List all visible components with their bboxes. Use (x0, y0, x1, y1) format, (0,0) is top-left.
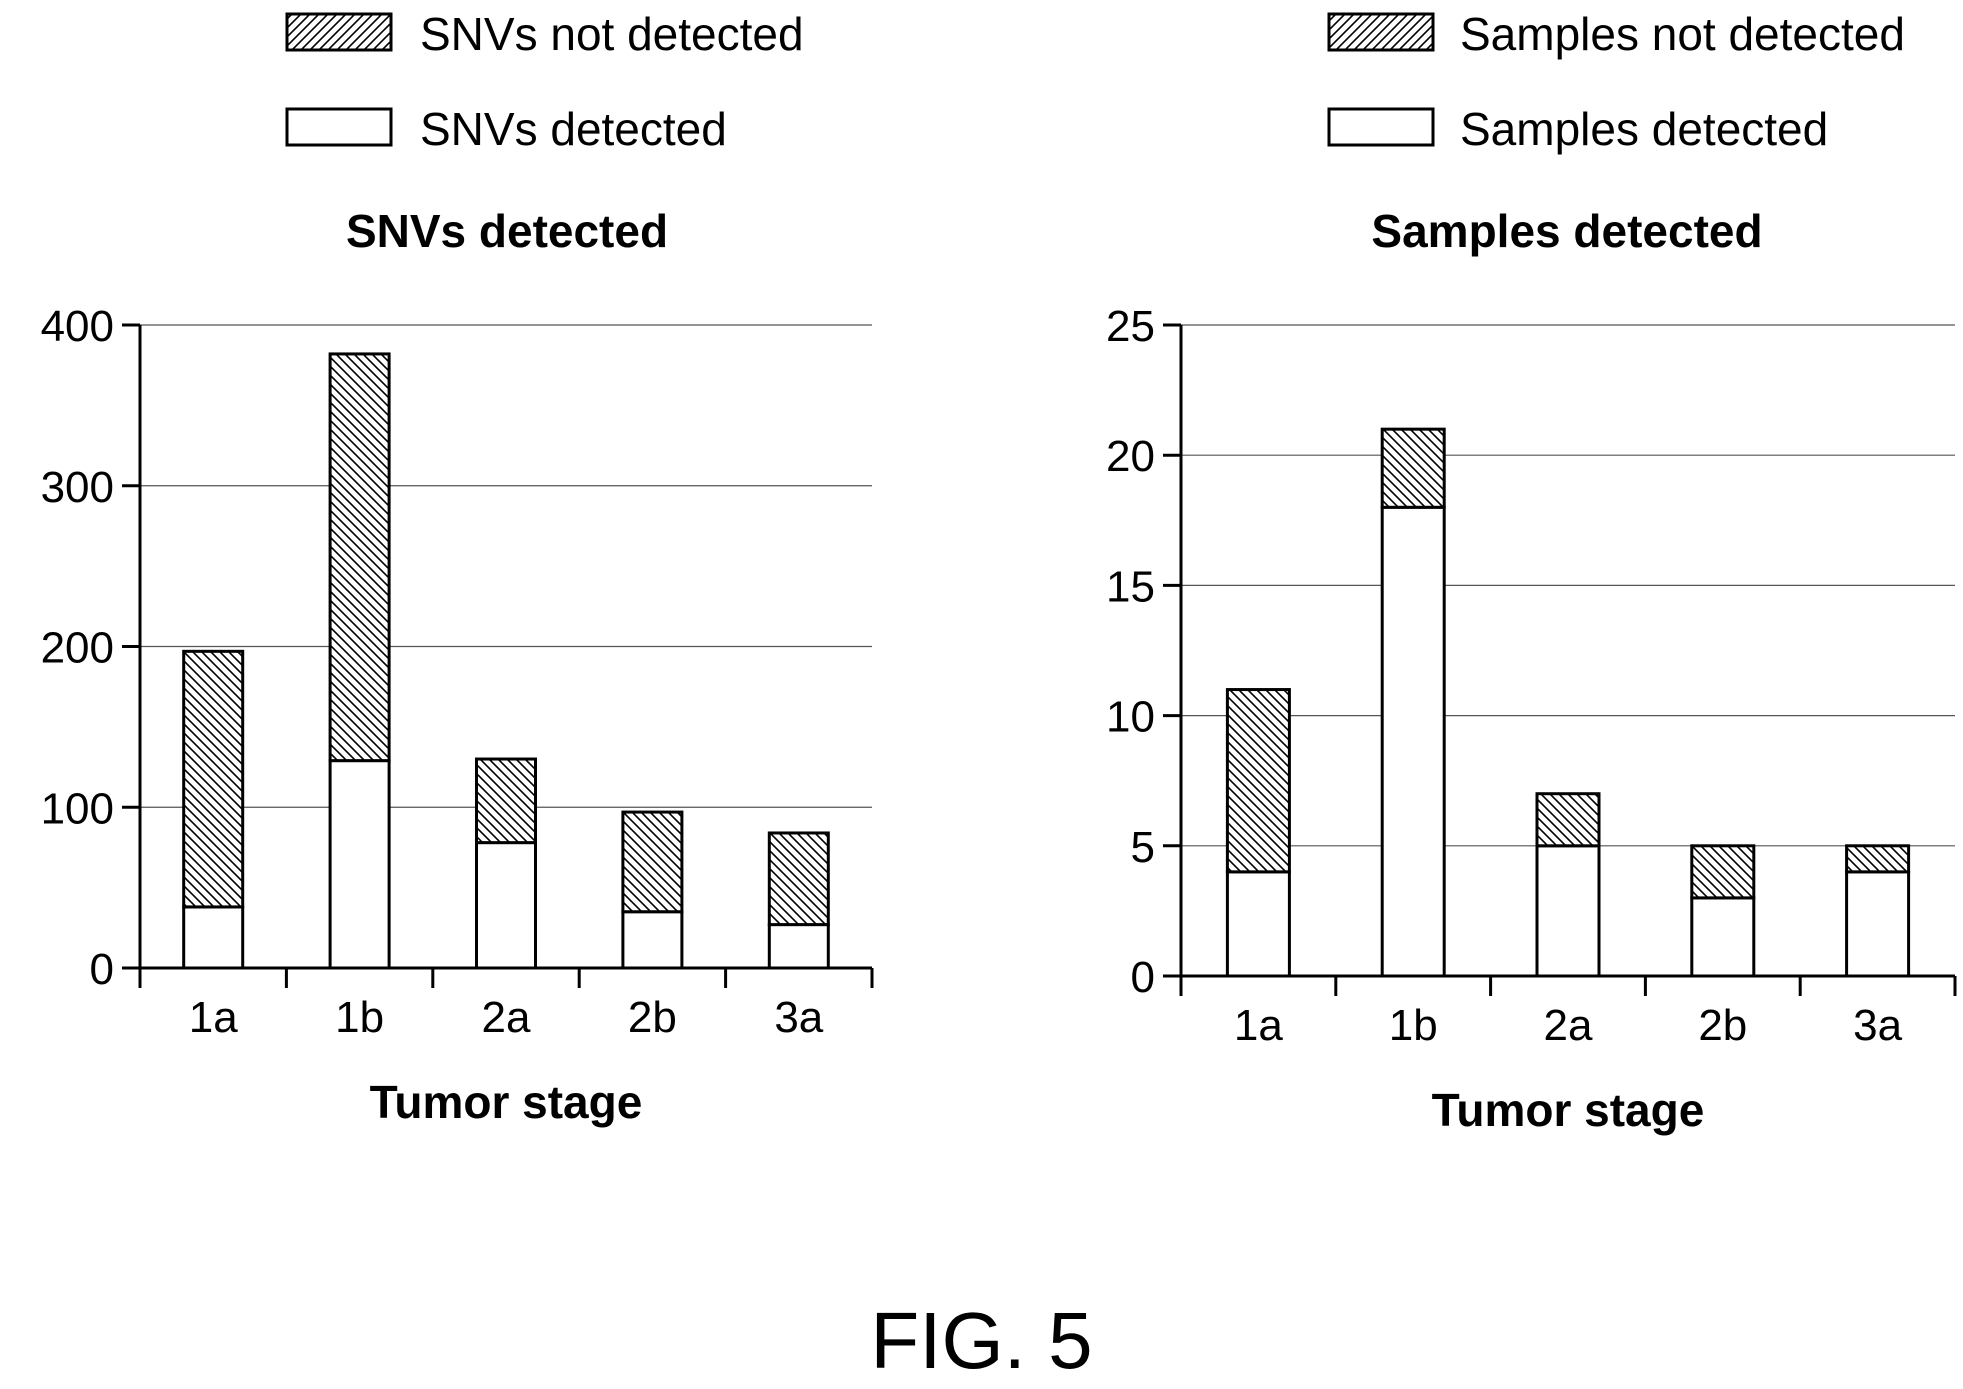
chart-title: Samples detected (1371, 205, 1762, 257)
legend-swatch (285, 12, 393, 52)
bar-not-detected-1a (1225, 688, 1291, 874)
y-tick-label: 200 (41, 624, 114, 673)
chart-samples: 0 5 10 15 20 25 1a 1b 2a 2b 3a Samples detected Tumo… (1106, 8, 1957, 1136)
chart-title: SNVs detected (346, 205, 668, 257)
legend-swatch (285, 107, 393, 147)
x-tick-label: 2b (1698, 1001, 1747, 1050)
y-tick-label: 20 (1106, 432, 1155, 481)
bar-detected-2a (475, 841, 537, 970)
bar-detected-3a (767, 923, 830, 970)
chart-snvs: 0 100 200 300 400 1a 1b 2a 2b 3a SNVs detected Tumo… (41, 8, 874, 1128)
bar-detected-1a (182, 905, 245, 970)
x-axis-label: Tumor stage (1432, 1084, 1705, 1136)
x-tick-label: 1a (189, 993, 238, 1042)
y-tick-label: 0 (1131, 953, 1155, 1002)
legend-swatch (1327, 107, 1435, 147)
y-tick-label: 0 (90, 945, 114, 994)
x-tick-label: 3a (774, 993, 823, 1042)
x-axis-label: Tumor stage (370, 1076, 643, 1128)
legend-label: SNVs not detected (420, 8, 804, 60)
bar-detected-2b (1690, 896, 1756, 978)
figure-caption: FIG. 5 (870, 1296, 1093, 1385)
legend-label: Samples not detected (1460, 8, 1905, 60)
legend-label: SNVs detected (420, 103, 727, 155)
bar-not-detected-1a (182, 649, 245, 909)
y-tick-label: 100 (41, 784, 114, 833)
y-tick-label: 400 (41, 302, 114, 351)
x-tick-label: 1a (1234, 1001, 1283, 1050)
x-tick-label: 2a (482, 993, 531, 1042)
x-tick-label: 3a (1853, 1001, 1902, 1050)
bar-detected-2b (621, 910, 684, 970)
bar-detected-1a (1225, 870, 1291, 978)
y-tick-label: 25 (1106, 302, 1155, 351)
bar-not-detected-1b (328, 352, 391, 763)
x-tick-label: 1b (335, 993, 384, 1042)
bar-not-detected-3a (767, 831, 830, 927)
y-tick-label: 300 (41, 463, 114, 512)
bar-not-detected-2b (1690, 844, 1756, 900)
legend-label: Samples detected (1460, 103, 1828, 155)
bar-not-detected-3a (1845, 844, 1911, 874)
bar-not-detected-2a (1535, 792, 1601, 848)
bar-detected-1b (328, 759, 391, 970)
x-tick-label: 1b (1389, 1001, 1438, 1050)
bar-detected-1b (1380, 505, 1446, 978)
y-tick-label: 10 (1106, 693, 1155, 742)
legend-swatch (1327, 12, 1435, 52)
bar-detected-3a (1845, 870, 1911, 978)
y-tick-label: 15 (1106, 562, 1155, 611)
x-tick-label: 2a (1544, 1001, 1593, 1050)
bar-not-detected-2a (475, 757, 537, 845)
bar-detected-2a (1535, 844, 1601, 978)
bar-not-detected-2b (621, 810, 684, 914)
bar-not-detected-1b (1380, 427, 1446, 509)
x-tick-label: 2b (628, 993, 677, 1042)
y-tick-label: 5 (1131, 823, 1155, 872)
